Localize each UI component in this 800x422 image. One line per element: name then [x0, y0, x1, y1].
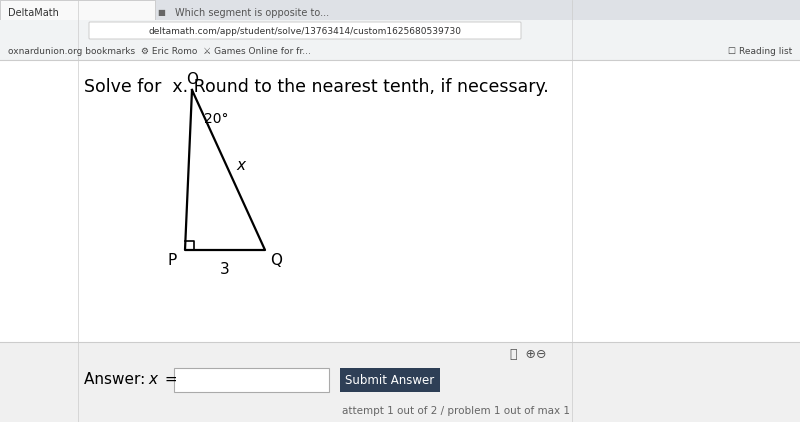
Text: P: P: [168, 253, 177, 268]
Text: ■: ■: [157, 8, 165, 17]
Text: Solve for  x. Round to the nearest tenth, if necessary.: Solve for x. Round to the nearest tenth,…: [84, 78, 549, 96]
Bar: [0, 0, 800, 20]
FancyBboxPatch shape: [0, 0, 155, 20]
Text: Q: Q: [270, 253, 282, 268]
Text: 3: 3: [220, 262, 230, 277]
Text: Which segment is opposite to...: Which segment is opposite to...: [175, 8, 329, 18]
Bar: [0, 20, 800, 42]
Bar: [0, 42, 800, 60]
FancyBboxPatch shape: [89, 22, 521, 39]
FancyBboxPatch shape: [340, 368, 440, 392]
Bar: [0, 60, 800, 422]
Text: ☐ Reading list: ☐ Reading list: [728, 46, 792, 56]
Text: DeltaMath: DeltaMath: [8, 8, 59, 18]
Text: attempt 1 out of 2 / problem 1 out of max 1: attempt 1 out of 2 / problem 1 out of ma…: [342, 406, 570, 416]
Text: =: =: [160, 373, 178, 387]
Text: x: x: [237, 159, 246, 173]
Text: deltamath.com/app/student/solve/13763414/custom1625680539730: deltamath.com/app/student/solve/13763414…: [149, 27, 462, 35]
Text: x: x: [148, 373, 157, 387]
Text: O: O: [186, 72, 198, 87]
Text: oxnardunion.org bookmarks  ⚙ Eric Romo  ⚔ Games Online for fr...: oxnardunion.org bookmarks ⚙ Eric Romo ⚔ …: [8, 46, 311, 56]
Text: Submit Answer: Submit Answer: [346, 373, 434, 387]
Bar: [0, 342, 800, 422]
Text: ⌸  ⊕⊖: ⌸ ⊕⊖: [510, 347, 546, 360]
FancyBboxPatch shape: [174, 368, 329, 392]
Text: 20°: 20°: [204, 112, 229, 126]
Text: Answer:: Answer:: [84, 373, 150, 387]
